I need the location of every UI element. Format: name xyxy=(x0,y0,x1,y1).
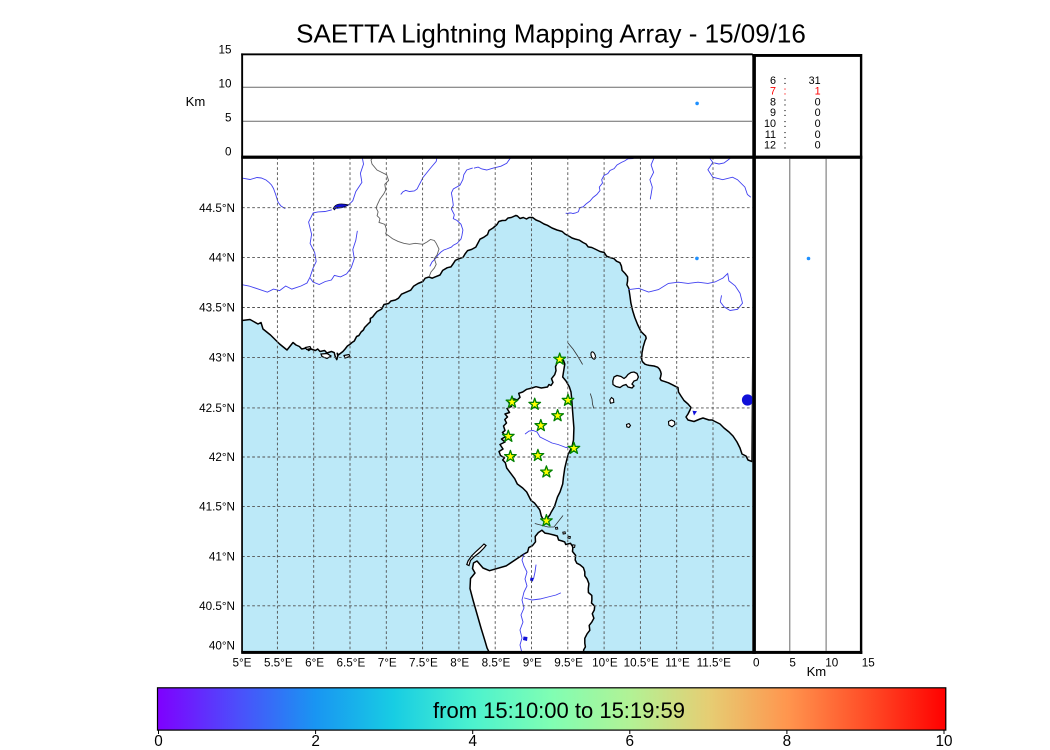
svg-text:from 15:10:00 to 15:19:59: from 15:10:00 to 15:19:59 xyxy=(433,698,685,723)
svg-text:6.5°E: 6.5°E xyxy=(337,657,366,670)
svg-text:42°N: 42°N xyxy=(209,451,235,464)
svg-text:7°E: 7°E xyxy=(378,657,397,670)
svg-text:6: 6 xyxy=(626,733,635,750)
svg-text:12: 12 xyxy=(764,140,776,152)
svg-text:9°E: 9°E xyxy=(523,657,542,670)
svg-text:44.5°N: 44.5°N xyxy=(199,202,235,215)
svg-text::: : xyxy=(784,75,787,87)
svg-text:10: 10 xyxy=(825,657,839,670)
svg-text:10: 10 xyxy=(935,733,952,750)
svg-text:0: 0 xyxy=(225,146,232,159)
svg-text:9.5°E: 9.5°E xyxy=(554,657,583,670)
svg-text:2: 2 xyxy=(311,733,320,750)
svg-text::: : xyxy=(784,86,787,98)
svg-text:0: 0 xyxy=(815,107,821,119)
svg-text:10: 10 xyxy=(218,77,232,90)
svg-text:5: 5 xyxy=(789,657,796,670)
svg-text:8: 8 xyxy=(770,96,776,108)
svg-text:0: 0 xyxy=(815,96,821,108)
svg-text:4: 4 xyxy=(468,733,477,750)
svg-text:10: 10 xyxy=(764,118,776,130)
svg-text:10.5°E: 10.5°E xyxy=(624,657,659,670)
svg-text:15: 15 xyxy=(862,657,876,670)
svg-text:41°N: 41°N xyxy=(209,551,235,564)
svg-text::: : xyxy=(784,118,787,130)
svg-text:5°E: 5°E xyxy=(233,657,252,670)
svg-text:Km: Km xyxy=(807,664,827,679)
svg-text:9: 9 xyxy=(770,107,776,119)
svg-text:5: 5 xyxy=(225,111,232,124)
svg-text:5.5°E: 5.5°E xyxy=(264,657,293,670)
svg-text:0: 0 xyxy=(753,657,760,670)
svg-text:0: 0 xyxy=(815,140,821,152)
svg-text:0: 0 xyxy=(815,129,821,141)
svg-text:8°E: 8°E xyxy=(450,657,469,670)
svg-text:10°E: 10°E xyxy=(592,657,618,670)
svg-text:7: 7 xyxy=(770,86,776,98)
svg-text:11: 11 xyxy=(765,129,776,141)
svg-text::: : xyxy=(784,107,787,119)
svg-text:44°N: 44°N xyxy=(209,252,235,265)
svg-text:8: 8 xyxy=(783,733,792,750)
svg-text:40°N: 40°N xyxy=(209,640,235,653)
svg-text::: : xyxy=(784,96,787,108)
svg-text::: : xyxy=(784,129,787,141)
svg-text:0: 0 xyxy=(815,118,821,130)
svg-text:6: 6 xyxy=(770,75,776,87)
svg-text:7.5°E: 7.5°E xyxy=(409,657,438,670)
svg-text:SAETTA Lightning Mapping Array: SAETTA Lightning Mapping Array - 15/09/1… xyxy=(296,19,806,49)
svg-text::: : xyxy=(784,140,787,152)
svg-text:41.5°N: 41.5°N xyxy=(199,501,235,514)
svg-text:31: 31 xyxy=(809,75,821,87)
svg-text:15: 15 xyxy=(218,43,232,56)
svg-text:40.5°N: 40.5°N xyxy=(199,600,235,613)
svg-text:43°N: 43°N xyxy=(209,352,235,365)
svg-text:43.5°N: 43.5°N xyxy=(199,302,235,315)
svg-text:8.5°E: 8.5°E xyxy=(482,657,511,670)
svg-text:Km: Km xyxy=(186,94,206,109)
svg-text:11.5°E: 11.5°E xyxy=(697,657,732,670)
svg-text:42.5°N: 42.5°N xyxy=(199,402,235,415)
svg-text:6°E: 6°E xyxy=(305,657,324,670)
svg-text:11°E: 11°E xyxy=(665,657,690,670)
svg-text:1: 1 xyxy=(815,86,821,98)
svg-text:0: 0 xyxy=(154,733,163,750)
